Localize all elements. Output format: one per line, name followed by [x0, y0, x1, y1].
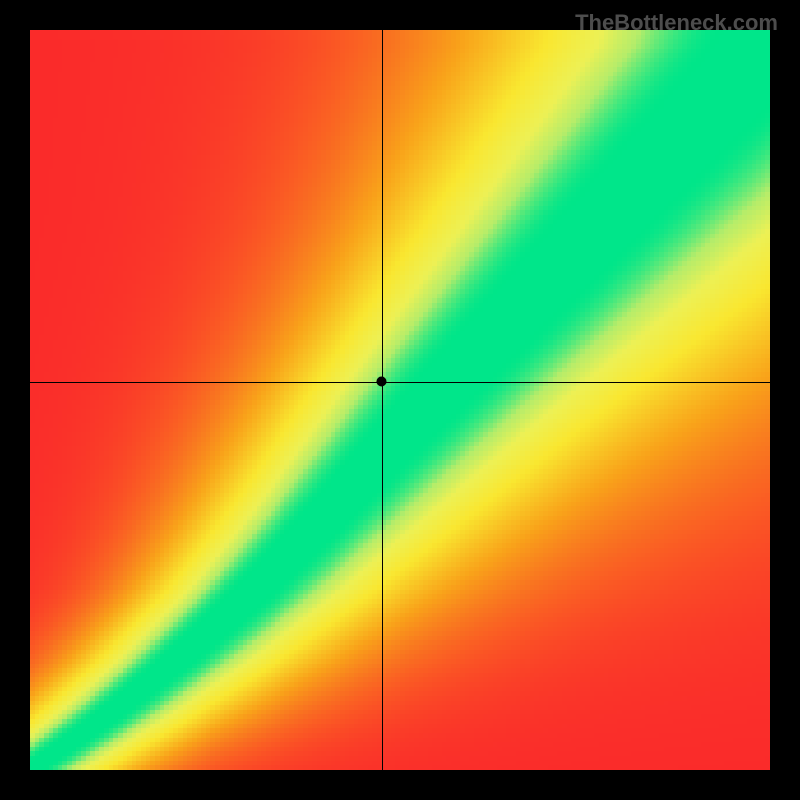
- watermark-text: TheBottleneck.com: [575, 10, 778, 36]
- bottleneck-heatmap: [0, 0, 800, 800]
